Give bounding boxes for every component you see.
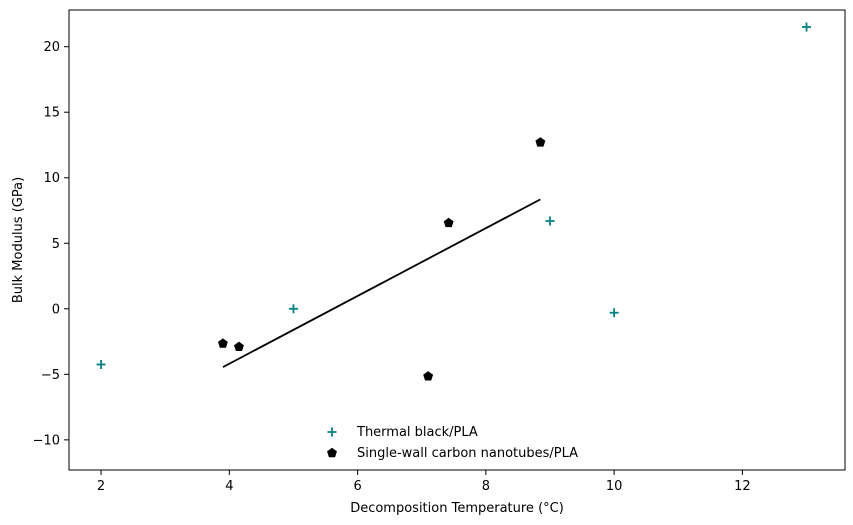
y-tick-label: 0: [52, 302, 60, 317]
legend-label-swcnt: Single-wall carbon nanotubes/PLA: [357, 446, 578, 461]
legend-marker-thermal-black: [327, 427, 337, 437]
x-tick-label: 12: [734, 479, 751, 494]
swcnt-point: [234, 341, 244, 352]
y-axis-label: Bulk Modulus (GPa): [11, 177, 26, 303]
thermal-black-point: [96, 360, 106, 370]
swcnt-point: [423, 371, 434, 381]
thermal-black-point: [802, 22, 812, 32]
swcnt-point: [443, 217, 454, 228]
x-axis-ticks: 2 4 6 8 10 12: [97, 470, 751, 494]
thermal-black-point: [288, 304, 298, 314]
y-tick-label: 15: [43, 106, 60, 121]
y-tick-label: 5: [52, 237, 60, 252]
y-tick-label: 10: [43, 171, 60, 186]
y-tick-label: −10: [33, 433, 60, 448]
y-tick-label: 20: [43, 40, 60, 55]
legend-pentagon-marker: [327, 447, 337, 458]
swcnt-point: [535, 137, 546, 147]
swcnt-point: [217, 338, 228, 348]
x-tick-label: 4: [225, 479, 233, 494]
data-points: [96, 22, 812, 381]
legend-marker-swcnt: [327, 447, 337, 458]
legend-plus-marker: [327, 427, 337, 437]
y-tick-label: −5: [41, 368, 60, 383]
thermal-black-point: [609, 308, 619, 318]
legend: Thermal black/PLA Single-wall carbon nan…: [327, 425, 578, 461]
y-axis-ticks: −10 −5 0 5 10 15 20: [33, 40, 69, 448]
thermal-black-point: [545, 216, 555, 226]
x-tick-label: 10: [606, 479, 623, 494]
x-tick-label: 8: [482, 479, 490, 494]
plot-area: [68, 9, 846, 471]
x-axis-label: Decomposition Temperature (°C): [350, 501, 564, 516]
x-tick-label: 6: [353, 479, 361, 494]
x-tick-label: 2: [97, 479, 105, 494]
legend-label-thermal-black: Thermal black/PLA: [356, 425, 478, 440]
trend-line: [222, 198, 541, 368]
